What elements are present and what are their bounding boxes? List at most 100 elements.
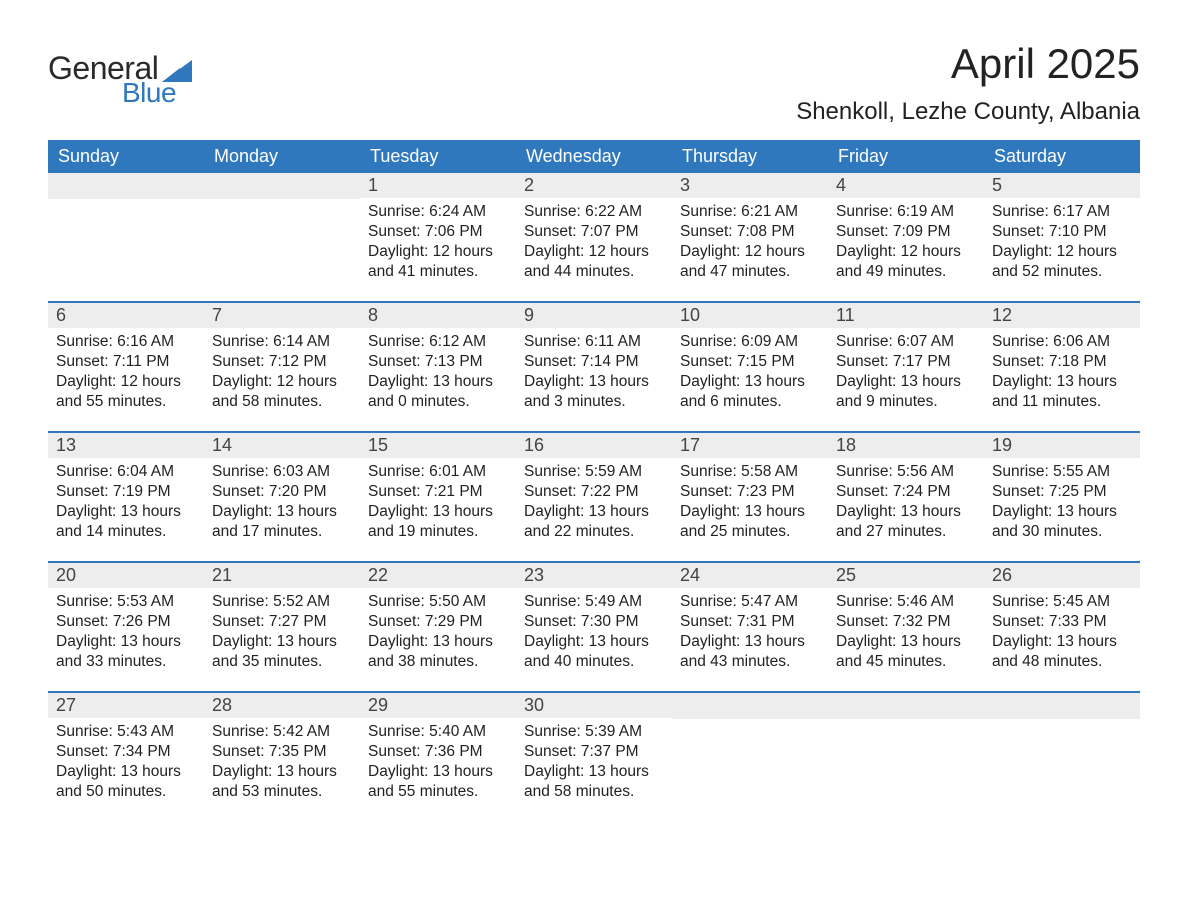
day-number: 25 bbox=[828, 563, 984, 588]
daylight-line1: Daylight: 13 hours bbox=[992, 372, 1132, 392]
sunset-text: Sunset: 7:34 PM bbox=[56, 742, 196, 762]
day-number: 1 bbox=[360, 173, 516, 198]
sunset-text: Sunset: 7:25 PM bbox=[992, 482, 1132, 502]
day-number bbox=[672, 693, 828, 719]
sunrise-text: Sunrise: 6:17 AM bbox=[992, 202, 1132, 222]
day-body: Sunrise: 5:53 AMSunset: 7:26 PMDaylight:… bbox=[48, 588, 204, 683]
day-cell: 24Sunrise: 5:47 AMSunset: 7:31 PMDayligh… bbox=[672, 563, 828, 691]
day-cell: 2Sunrise: 6:22 AMSunset: 7:07 PMDaylight… bbox=[516, 173, 672, 301]
daylight-line2: and 44 minutes. bbox=[524, 262, 664, 282]
day-body: Sunrise: 5:50 AMSunset: 7:29 PMDaylight:… bbox=[360, 588, 516, 683]
day-cell bbox=[984, 693, 1140, 821]
week-row: 13Sunrise: 6:04 AMSunset: 7:19 PMDayligh… bbox=[48, 431, 1140, 561]
daylight-line1: Daylight: 13 hours bbox=[992, 632, 1132, 652]
day-body: Sunrise: 5:42 AMSunset: 7:35 PMDaylight:… bbox=[204, 718, 360, 813]
sunrise-text: Sunrise: 6:04 AM bbox=[56, 462, 196, 482]
day-body: Sunrise: 6:14 AMSunset: 7:12 PMDaylight:… bbox=[204, 328, 360, 423]
day-cell bbox=[828, 693, 984, 821]
day-cell: 28Sunrise: 5:42 AMSunset: 7:35 PMDayligh… bbox=[204, 693, 360, 821]
day-number: 3 bbox=[672, 173, 828, 198]
sunrise-text: Sunrise: 5:58 AM bbox=[680, 462, 820, 482]
sunset-text: Sunset: 7:07 PM bbox=[524, 222, 664, 242]
location: Shenkoll, Lezhe County, Albania bbox=[796, 98, 1140, 126]
day-body: Sunrise: 5:56 AMSunset: 7:24 PMDaylight:… bbox=[828, 458, 984, 553]
day-body: Sunrise: 6:24 AMSunset: 7:06 PMDaylight:… bbox=[360, 198, 516, 293]
day-body: Sunrise: 5:49 AMSunset: 7:30 PMDaylight:… bbox=[516, 588, 672, 683]
day-body: Sunrise: 6:06 AMSunset: 7:18 PMDaylight:… bbox=[984, 328, 1140, 423]
sunset-text: Sunset: 7:31 PM bbox=[680, 612, 820, 632]
sunset-text: Sunset: 7:18 PM bbox=[992, 352, 1132, 372]
daylight-line1: Daylight: 13 hours bbox=[212, 502, 352, 522]
daylight-line2: and 58 minutes. bbox=[524, 782, 664, 802]
sunset-text: Sunset: 7:15 PM bbox=[680, 352, 820, 372]
daylight-line1: Daylight: 13 hours bbox=[368, 372, 508, 392]
day-body: Sunrise: 5:59 AMSunset: 7:22 PMDaylight:… bbox=[516, 458, 672, 553]
day-body: Sunrise: 5:47 AMSunset: 7:31 PMDaylight:… bbox=[672, 588, 828, 683]
sunrise-text: Sunrise: 5:50 AM bbox=[368, 592, 508, 612]
day-cell: 23Sunrise: 5:49 AMSunset: 7:30 PMDayligh… bbox=[516, 563, 672, 691]
sunrise-text: Sunrise: 6:12 AM bbox=[368, 332, 508, 352]
sunrise-text: Sunrise: 6:22 AM bbox=[524, 202, 664, 222]
daylight-line1: Daylight: 13 hours bbox=[368, 502, 508, 522]
day-cell: 29Sunrise: 5:40 AMSunset: 7:36 PMDayligh… bbox=[360, 693, 516, 821]
day-number: 6 bbox=[48, 303, 204, 328]
sunrise-text: Sunrise: 6:21 AM bbox=[680, 202, 820, 222]
daylight-line2: and 25 minutes. bbox=[680, 522, 820, 542]
sunrise-text: Sunrise: 6:16 AM bbox=[56, 332, 196, 352]
day-body: Sunrise: 5:46 AMSunset: 7:32 PMDaylight:… bbox=[828, 588, 984, 683]
logo-text-blue: Blue bbox=[122, 77, 176, 109]
daylight-line2: and 11 minutes. bbox=[992, 392, 1132, 412]
day-body: Sunrise: 6:21 AMSunset: 7:08 PMDaylight:… bbox=[672, 198, 828, 293]
day-number bbox=[984, 693, 1140, 719]
day-body: Sunrise: 5:58 AMSunset: 7:23 PMDaylight:… bbox=[672, 458, 828, 553]
day-number: 27 bbox=[48, 693, 204, 718]
day-number: 5 bbox=[984, 173, 1140, 198]
day-number: 20 bbox=[48, 563, 204, 588]
day-cell: 6Sunrise: 6:16 AMSunset: 7:11 PMDaylight… bbox=[48, 303, 204, 431]
daylight-line2: and 52 minutes. bbox=[992, 262, 1132, 282]
sunrise-text: Sunrise: 5:53 AM bbox=[56, 592, 196, 612]
sunrise-text: Sunrise: 6:01 AM bbox=[368, 462, 508, 482]
sunset-text: Sunset: 7:08 PM bbox=[680, 222, 820, 242]
weekday-header-row: SundayMondayTuesdayWednesdayThursdayFrid… bbox=[48, 140, 1140, 173]
sunset-text: Sunset: 7:22 PM bbox=[524, 482, 664, 502]
daylight-line1: Daylight: 13 hours bbox=[368, 762, 508, 782]
sunset-text: Sunset: 7:11 PM bbox=[56, 352, 196, 372]
day-cell: 20Sunrise: 5:53 AMSunset: 7:26 PMDayligh… bbox=[48, 563, 204, 691]
sunrise-text: Sunrise: 6:07 AM bbox=[836, 332, 976, 352]
weekday-header: Friday bbox=[828, 140, 984, 173]
day-number bbox=[828, 693, 984, 719]
day-number: 23 bbox=[516, 563, 672, 588]
day-cell: 30Sunrise: 5:39 AMSunset: 7:37 PMDayligh… bbox=[516, 693, 672, 821]
daylight-line2: and 0 minutes. bbox=[368, 392, 508, 412]
daylight-line1: Daylight: 13 hours bbox=[836, 372, 976, 392]
weekday-header: Monday bbox=[204, 140, 360, 173]
daylight-line2: and 19 minutes. bbox=[368, 522, 508, 542]
day-number: 28 bbox=[204, 693, 360, 718]
daylight-line2: and 53 minutes. bbox=[212, 782, 352, 802]
day-number: 22 bbox=[360, 563, 516, 588]
daylight-line1: Daylight: 13 hours bbox=[368, 632, 508, 652]
sunrise-text: Sunrise: 5:49 AM bbox=[524, 592, 664, 612]
daylight-line2: and 50 minutes. bbox=[56, 782, 196, 802]
day-number: 2 bbox=[516, 173, 672, 198]
daylight-line1: Daylight: 12 hours bbox=[212, 372, 352, 392]
logo: General Blue bbox=[48, 50, 192, 109]
daylight-line2: and 47 minutes. bbox=[680, 262, 820, 282]
sunset-text: Sunset: 7:09 PM bbox=[836, 222, 976, 242]
day-cell bbox=[204, 173, 360, 301]
sunrise-text: Sunrise: 5:46 AM bbox=[836, 592, 976, 612]
daylight-line1: Daylight: 12 hours bbox=[836, 242, 976, 262]
sunset-text: Sunset: 7:26 PM bbox=[56, 612, 196, 632]
sunset-text: Sunset: 7:20 PM bbox=[212, 482, 352, 502]
daylight-line1: Daylight: 13 hours bbox=[992, 502, 1132, 522]
daylight-line2: and 45 minutes. bbox=[836, 652, 976, 672]
day-number: 9 bbox=[516, 303, 672, 328]
sunset-text: Sunset: 7:21 PM bbox=[368, 482, 508, 502]
daylight-line2: and 58 minutes. bbox=[212, 392, 352, 412]
day-number: 4 bbox=[828, 173, 984, 198]
sunset-text: Sunset: 7:14 PM bbox=[524, 352, 664, 372]
day-cell: 5Sunrise: 6:17 AMSunset: 7:10 PMDaylight… bbox=[984, 173, 1140, 301]
day-cell: 8Sunrise: 6:12 AMSunset: 7:13 PMDaylight… bbox=[360, 303, 516, 431]
day-number: 17 bbox=[672, 433, 828, 458]
